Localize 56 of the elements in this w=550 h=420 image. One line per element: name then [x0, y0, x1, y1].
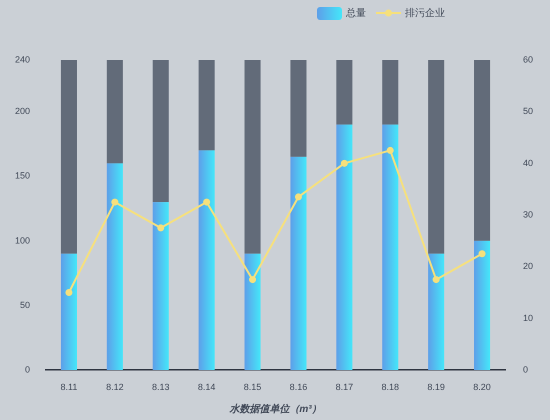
x-tick-label: 8.18	[381, 382, 400, 392]
bar	[382, 124, 398, 370]
bar	[106, 163, 123, 370]
point	[157, 224, 164, 232]
point	[249, 276, 256, 284]
bar	[106, 60, 123, 164]
x-tick-label: 8.19	[427, 382, 445, 392]
bar	[382, 60, 398, 125]
point	[340, 160, 348, 167]
bar	[60, 60, 77, 254]
x-tick-label: 8.16	[290, 382, 308, 392]
y-tick-label: 200	[14, 106, 30, 116]
bar	[152, 60, 169, 202]
y-tick-label: 150	[14, 170, 30, 181]
bar	[198, 150, 215, 370]
x-tick-label: 8.17	[336, 382, 354, 392]
point	[294, 193, 302, 200]
legend-label: 排污企业	[405, 6, 445, 20]
point	[432, 276, 440, 284]
point	[65, 289, 72, 296]
y-tick-label: 240	[14, 54, 30, 64]
y-tick-label: 0	[24, 364, 30, 374]
x-tick-label: 8.15	[244, 382, 262, 392]
bar	[474, 240, 490, 370]
x-tick-label: 8.14	[198, 382, 216, 392]
bar	[290, 156, 306, 370]
legend-label: 总量	[346, 6, 366, 20]
bar	[152, 202, 169, 370]
y-tick-label: 100	[14, 235, 30, 246]
y2-tick-label: 40	[523, 158, 534, 168]
bar	[428, 254, 444, 370]
x-tick-label: 8.13	[152, 382, 170, 392]
bar	[474, 60, 490, 241]
point	[386, 146, 394, 154]
y2-tick-label: 0	[523, 364, 528, 374]
y2-tick-label: 50	[523, 106, 534, 116]
bar	[336, 60, 352, 125]
x-axis-title: 水数据值单位（m³）	[228, 402, 323, 416]
x-tick-label: 8.11	[60, 382, 78, 392]
point	[111, 198, 118, 206]
y-tick-label: 50	[20, 300, 30, 310]
y2-tick-label: 60	[523, 54, 534, 64]
y2-tick-label: 20	[523, 261, 534, 272]
point	[203, 198, 210, 206]
bar	[244, 60, 261, 254]
x-tick-label: 8.12	[106, 382, 124, 392]
bar	[198, 60, 215, 150]
y2-tick-label: 30	[523, 209, 534, 220]
bar	[290, 60, 306, 157]
bar	[428, 60, 444, 254]
point	[478, 250, 486, 258]
x-tick-label: 8.20	[473, 382, 491, 392]
bar	[60, 254, 77, 370]
bar	[336, 124, 352, 370]
bar	[244, 254, 261, 370]
y2-tick-label: 10	[523, 312, 534, 323]
